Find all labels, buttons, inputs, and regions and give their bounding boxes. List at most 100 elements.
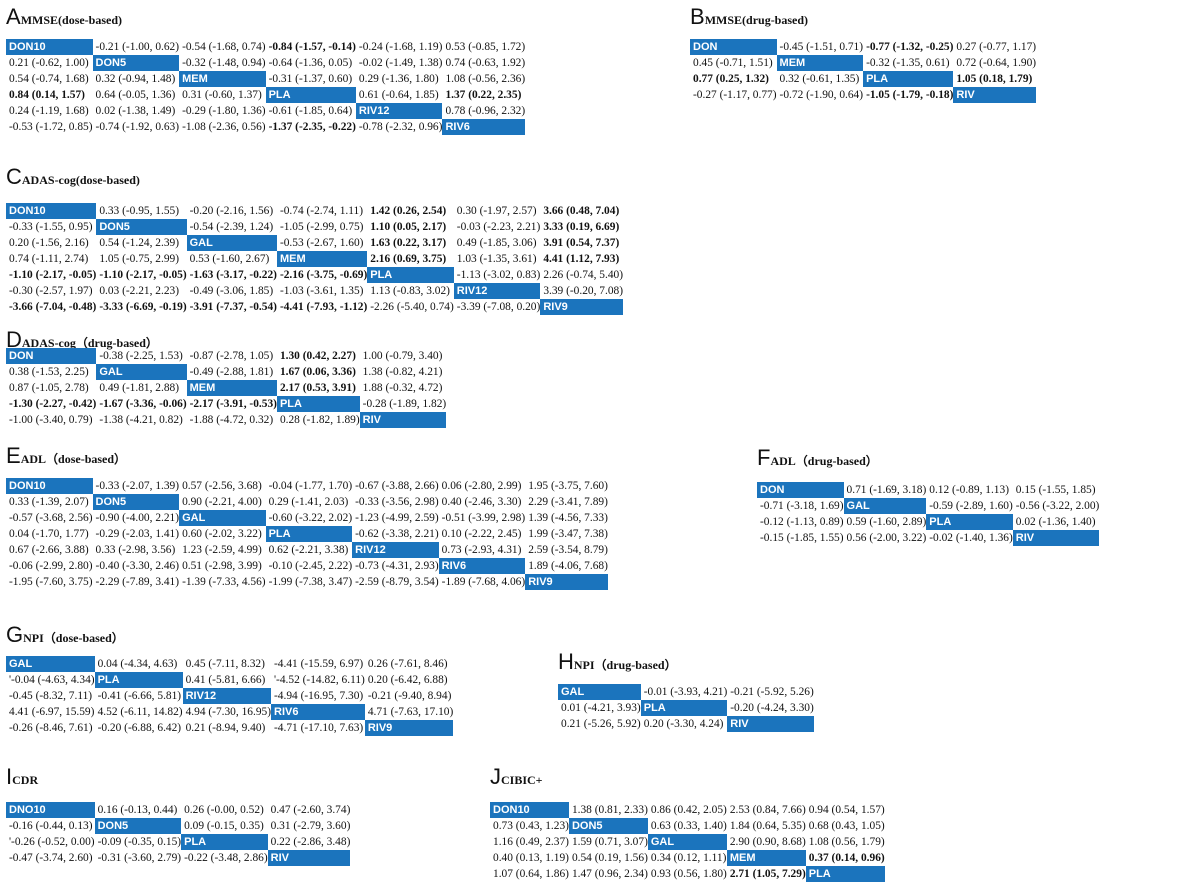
effect-cell: -1.10 (-2.17, -0.05) bbox=[99, 269, 187, 281]
effect-cell: -0.54 (-1.68, 0.74) bbox=[182, 41, 266, 53]
treatment-label: DNO10 bbox=[6, 802, 95, 818]
effect-cell: -0.21 (-1.00, 0.62) bbox=[95, 41, 180, 53]
panel-header: FADL（drug-based） bbox=[757, 447, 878, 470]
treatment-label: GAL bbox=[96, 364, 187, 380]
effect-cell: -0.30 (-2.57, 1.97) bbox=[9, 285, 93, 297]
table-row: 0.04 (-1.70, 1.77) -0.29 (-2.03, 1.41) 0.6… bbox=[6, 526, 608, 542]
effect-cell: -0.49 (-2.88, 1.81) bbox=[189, 366, 274, 378]
effect-cell: -0.73 (-4.31, 2.93) bbox=[355, 560, 439, 572]
table-row: 0.21 (-5.26, 5.92) 0.20 (-3.30, 4.24) RIV bbox=[558, 716, 814, 732]
effect-cell: -0.27 (-1.17, 0.77) bbox=[693, 89, 777, 101]
effect-cell: -3.39 (-7.08, 0.20) bbox=[456, 301, 541, 313]
effect-cell: 0.29 (-1.41, 2.03) bbox=[268, 496, 349, 508]
effect-cell: -0.78 (-2.32, 0.96) bbox=[358, 121, 443, 133]
effect-cell: 1.30 (0.42, 2.27) bbox=[279, 350, 356, 362]
panel-header: ICDR bbox=[6, 766, 38, 789]
effect-cell: -4.94 (-16.95, 7.30) bbox=[274, 690, 364, 702]
effect-cell: -1.03 (-3.61, 1.35) bbox=[279, 285, 364, 297]
effect-cell: 0.93 (0.56, 1.80) bbox=[650, 868, 727, 880]
table-row: -1.00 (-3.40, 0.79) -1.38 (-4.21, 0.82) -1… bbox=[6, 412, 447, 428]
effect-cell: 0.31 (-0.60, 1.37) bbox=[182, 89, 262, 101]
effect-cell: 1.00 (-0.79, 3.40) bbox=[362, 350, 443, 362]
effect-cell: -1.67 (-3.36, -0.06) bbox=[99, 398, 187, 410]
panel-title: ADAS-cog（drug-based） bbox=[21, 336, 158, 350]
effect-cell: 0.24 (-1.19, 1.68) bbox=[9, 105, 89, 117]
panel-letter: C bbox=[6, 164, 22, 189]
table-row: 0.45 (-0.71, 1.51) MEM -0.32 (-1.35, 0.61)… bbox=[690, 55, 1036, 71]
effect-cell: -0.41 (-6.66, 5.81) bbox=[97, 690, 182, 702]
effect-cell: -1.89 (-7.68, 4.06) bbox=[441, 576, 526, 588]
table-row: -0.15 (-1.85, 1.55) 0.56 (-2.00, 3.22) -0.… bbox=[757, 530, 1100, 546]
treatment-label: GAL bbox=[647, 834, 727, 850]
effect-cell: -0.22 (-3.48, 2.86) bbox=[184, 852, 268, 864]
treatment-label: RIV bbox=[359, 412, 447, 428]
effect-cell: -0.33 (-1.55, 0.95) bbox=[9, 221, 93, 233]
effect-cell: 0.41 (-5.81, 6.66) bbox=[185, 674, 266, 686]
panel-title: CDR bbox=[12, 773, 39, 787]
treatment-label: RIV bbox=[1012, 530, 1100, 546]
treatment-label: DON10 bbox=[6, 478, 93, 494]
effect-cell: 1.38 (-0.82, 4.21) bbox=[362, 366, 443, 378]
effect-cell: -0.02 (-1.49, 1.38) bbox=[358, 57, 443, 69]
effect-cell: -0.71 (-3.18, 1.69) bbox=[760, 500, 844, 512]
treatment-label: DON5 bbox=[96, 219, 187, 235]
league-table: DON -0.45 (-1.51, 0.71) -0.77 (-1.32, -0.2… bbox=[690, 39, 1037, 103]
effect-cell: 0.33 (-2.98, 3.56) bbox=[95, 544, 176, 556]
effect-cell: 1.23 (-2.59, 4.99) bbox=[182, 544, 262, 556]
treatment-label: DON10 bbox=[6, 203, 97, 219]
effect-cell: 0.61 (-0.64, 1.85) bbox=[358, 89, 439, 101]
effect-cell: 0.73 (0.43, 1.23) bbox=[493, 820, 569, 832]
table-row: 0.84 (0.14, 1.57) 0.64 (-0.05, 1.36) 0.31 … bbox=[6, 87, 525, 103]
effect-cell: 0.33 (-1.39, 2.07) bbox=[9, 496, 89, 508]
panel-title: ADL（dose-based） bbox=[20, 452, 127, 466]
table-row: 0.33 (-1.39, 2.07) DON5 0.90 (-2.21, 4.00)… bbox=[6, 494, 608, 510]
effect-cell: -0.60 (-3.22, 2.02) bbox=[268, 512, 353, 524]
effect-cell: 0.02 (-1.36, 1.40) bbox=[1015, 516, 1096, 528]
effect-cell: 0.94 (0.54, 1.57) bbox=[808, 804, 885, 816]
effect-cell: 0.37 (0.14, 0.96) bbox=[808, 852, 885, 864]
panel-title: ADL（drug-based） bbox=[770, 454, 878, 468]
treatment-label: RIV12 bbox=[453, 283, 541, 299]
effect-cell: 1.59 (0.71, 3.07) bbox=[571, 836, 648, 848]
effect-cell: 0.21 (-0.62, 1.00) bbox=[9, 57, 89, 69]
effect-cell: -0.62 (-3.38, 2.21) bbox=[355, 528, 439, 540]
table-row: 0.73 (0.43, 1.23) DON5 0.63 (0.33, 1.40) 1.… bbox=[490, 818, 885, 834]
panel-letter: H bbox=[558, 649, 574, 674]
effect-cell: 1.84 (0.64, 5.35) bbox=[729, 820, 806, 832]
treatment-label: MEM bbox=[776, 55, 864, 71]
effect-cell: -0.74 (-2.74, 1.11) bbox=[279, 205, 364, 217]
effect-cell: 0.53 (-1.60, 2.67) bbox=[189, 253, 270, 265]
effect-cell: 0.53 (-0.85, 1.72) bbox=[445, 41, 526, 53]
treatment-label: RIV9 bbox=[540, 299, 624, 315]
effect-cell: 0.40 (-2.46, 3.30) bbox=[441, 496, 522, 508]
effect-cell: 1.39 (-4.56, 7.33) bbox=[528, 512, 608, 524]
treatment-label: MEM bbox=[276, 251, 368, 267]
table-row: 0.74 (-1.11, 2.74) 1.05 (-0.75, 2.99) 0.53… bbox=[6, 251, 623, 267]
panel-letter: I bbox=[6, 764, 13, 789]
league-table: DON 0.71 (-1.69, 3.18) 0.12 (-0.89, 1.13) 0… bbox=[757, 482, 1100, 546]
effect-cell: -0.61 (-1.85, 0.64) bbox=[268, 105, 353, 117]
treatment-label: RIV bbox=[953, 87, 1037, 103]
effect-cell: 0.34 (0.12, 1.11) bbox=[650, 852, 727, 864]
effect-cell: 2.53 (0.84, 7.66) bbox=[729, 804, 806, 816]
effect-cell: -0.33 (-2.07, 1.39) bbox=[95, 480, 180, 492]
effect-cell: -1.38 (-4.21, 0.82) bbox=[99, 414, 183, 426]
league-table: DON -0.38 (-2.25, 1.53) -0.87 (-2.78, 1.05… bbox=[6, 348, 447, 428]
effect-cell: 0.32 (-0.94, 1.48) bbox=[95, 73, 176, 85]
effect-cell: -1.05 (-1.79, -0.18) bbox=[866, 89, 954, 101]
effect-cell: -0.64 (-1.36, 0.05) bbox=[268, 57, 353, 69]
effect-cell: 1.89 (-4.06, 7.68) bbox=[528, 560, 608, 572]
panel-header: CADAS-cog(dose-based) bbox=[6, 166, 140, 189]
effect-cell: 1.05 (-0.75, 2.99) bbox=[99, 253, 180, 265]
effect-cell: 0.49 (-1.85, 3.06) bbox=[456, 237, 537, 249]
table-row: -0.47 (-3.74, 2.60) -0.31 (-3.60, 2.79) -0… bbox=[6, 850, 351, 866]
treatment-label: PLA bbox=[367, 267, 454, 283]
effect-cell: -0.32 (-1.48, 0.94) bbox=[182, 57, 266, 69]
effect-cell: 1.63 (0.22, 3.17) bbox=[370, 237, 447, 249]
table-row: -0.53 (-1.72, 0.85) -0.74 (-1.92, 0.63) -1… bbox=[6, 119, 526, 135]
treatment-label: MEM bbox=[179, 71, 266, 87]
effect-cell: 0.51 (-2.98, 3.99) bbox=[182, 560, 262, 572]
league-table: DON10 -0.33 (-2.07, 1.39) 0.57 (-2.56, 3.6… bbox=[6, 478, 608, 590]
table-row: '-0.04 (-4.63, 4.34) PLA 0.41 (-5.81, 6.66… bbox=[6, 672, 453, 688]
table-row: -0.45 (-8.32, 7.11) -0.41 (-6.66, 5.81) RI… bbox=[6, 688, 453, 704]
